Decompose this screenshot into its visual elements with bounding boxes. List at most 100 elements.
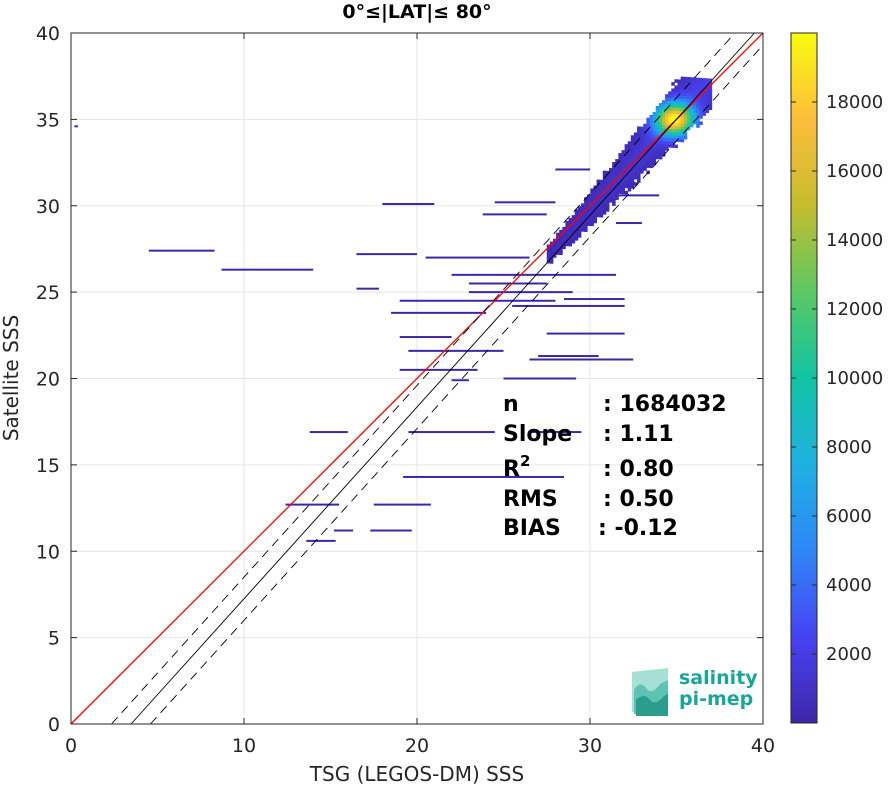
heatmap-cell: [609, 180, 613, 184]
heatmap-cell: [680, 120, 685, 124]
heatmap-cell: [708, 78, 713, 83]
heatmap-cell: [630, 163, 635, 167]
heatmap-cell: [652, 133, 657, 138]
heatmap-cell: [577, 209, 582, 213]
heatmap-cell: [618, 181, 622, 185]
heatmap-cell: [696, 111, 700, 116]
heatmap-cell: [571, 236, 576, 241]
heatmap-cell: [655, 155, 660, 160]
heatmap-cell: [621, 171, 625, 176]
heatmap-cell: [596, 191, 601, 196]
heatmap-cell: [596, 210, 601, 215]
heatmap-cell: [668, 122, 672, 126]
x-tick-label: 40: [751, 735, 775, 757]
heatmap-cell: [571, 240, 576, 244]
heatmap-cell: [671, 113, 675, 117]
heatmap-cell: [546, 250, 551, 255]
heatmap-cell: [665, 115, 669, 120]
heatmap-cell: [671, 141, 675, 145]
heatmap-cell: [655, 118, 660, 122]
heatmap-cell: [624, 153, 629, 158]
heatmap-cell: [571, 227, 576, 232]
heatmap-cell: [683, 95, 688, 99]
heatmap-cell: [686, 92, 691, 97]
heatmap-cell: [624, 175, 629, 179]
heatmap-cell: [643, 136, 647, 140]
heatmap-cell: [627, 181, 632, 186]
heatmap-cell: [627, 166, 632, 170]
y-tick-label: 25: [36, 282, 60, 304]
heatmap-cell: [668, 91, 672, 95]
heatmap-cell: [633, 151, 638, 155]
heatmap-cell: [665, 100, 669, 104]
heatmap-cell: [624, 156, 629, 161]
x-axis-label: TSG (LEGOS-DM) SSS: [309, 762, 524, 786]
heatmap-cell: [546, 256, 551, 261]
heatmap-cell: [587, 213, 591, 217]
heatmap-streak: [403, 475, 565, 478]
heatmap-cell: [640, 142, 644, 146]
heatmap-cell: [649, 114, 654, 119]
heatmap-cell: [658, 115, 663, 120]
heatmap-streak: [382, 203, 435, 206]
colorbar-tick-label: 16000: [826, 161, 883, 182]
heatmap-cell: [668, 113, 672, 117]
heatmap-cell: [705, 97, 710, 101]
heatmap-cell: [665, 109, 669, 114]
heatmap-cell: [605, 177, 610, 181]
heatmap-cell: [668, 109, 672, 114]
heatmap-cell: [649, 139, 654, 144]
heatmap-cell: [671, 135, 675, 139]
heatmap-cell: [624, 169, 629, 173]
heatmap-cell: [671, 91, 675, 95]
heatmap-cell: [680, 123, 685, 127]
heatmap-cell: [661, 112, 666, 117]
heatmap-cell: [577, 215, 582, 220]
heatmap-cell: [577, 231, 582, 235]
heatmap-cell: [671, 144, 675, 148]
heatmap-cell: [640, 167, 644, 171]
heatmap-cell: [587, 200, 591, 205]
heatmap-streak: [356, 287, 379, 290]
heatmap-cell: [686, 83, 691, 87]
heatmap-streak: [399, 336, 452, 339]
heatmap-cell: [693, 86, 697, 91]
heatmap-cell: [671, 125, 675, 130]
heatmap-cell: [655, 112, 660, 116]
heatmap-cell: [646, 139, 650, 144]
heatmap-cell: [668, 97, 672, 102]
heatmap-cell: [661, 100, 666, 104]
heatmap-cell: [546, 244, 551, 248]
heatmap-cell: [661, 106, 666, 110]
heatmap-cell: [618, 165, 622, 170]
heatmap-cell: [665, 147, 669, 151]
heatmap-cell: [686, 108, 691, 112]
heatmap-cell: [689, 83, 694, 87]
heatmap-cell: [686, 95, 691, 100]
heatmap-cell: [671, 97, 675, 102]
heatmap-cell: [630, 138, 635, 142]
heatmap-cell: [549, 254, 554, 258]
heatmap-cell: [612, 199, 616, 203]
heatmap-cell: [556, 242, 560, 246]
x-tick-label: 0: [65, 735, 77, 757]
heatmap-cell: [680, 92, 685, 96]
heatmap-cell: [668, 128, 672, 133]
heatmap-cell: [624, 178, 629, 182]
heatmap-cell: [556, 232, 560, 237]
heatmap-cell: [574, 230, 579, 235]
heatmap-cell: [661, 103, 666, 107]
heatmap-cell: [587, 210, 591, 214]
heatmap-cell: [680, 76, 685, 81]
heatmap-cell: [696, 121, 700, 125]
heatmap-cell: [705, 90, 710, 95]
heatmap-cell: [671, 110, 675, 114]
heatmap-cell: [584, 219, 588, 223]
heatmap-cell: [593, 216, 597, 221]
heatmap-streak: [615, 222, 642, 225]
heatmap-cell: [655, 146, 660, 150]
heatmap-cell: [640, 132, 644, 137]
heatmap-cell: [665, 143, 669, 148]
heatmap-cell: [624, 147, 629, 151]
heatmap-cell: [643, 139, 647, 143]
